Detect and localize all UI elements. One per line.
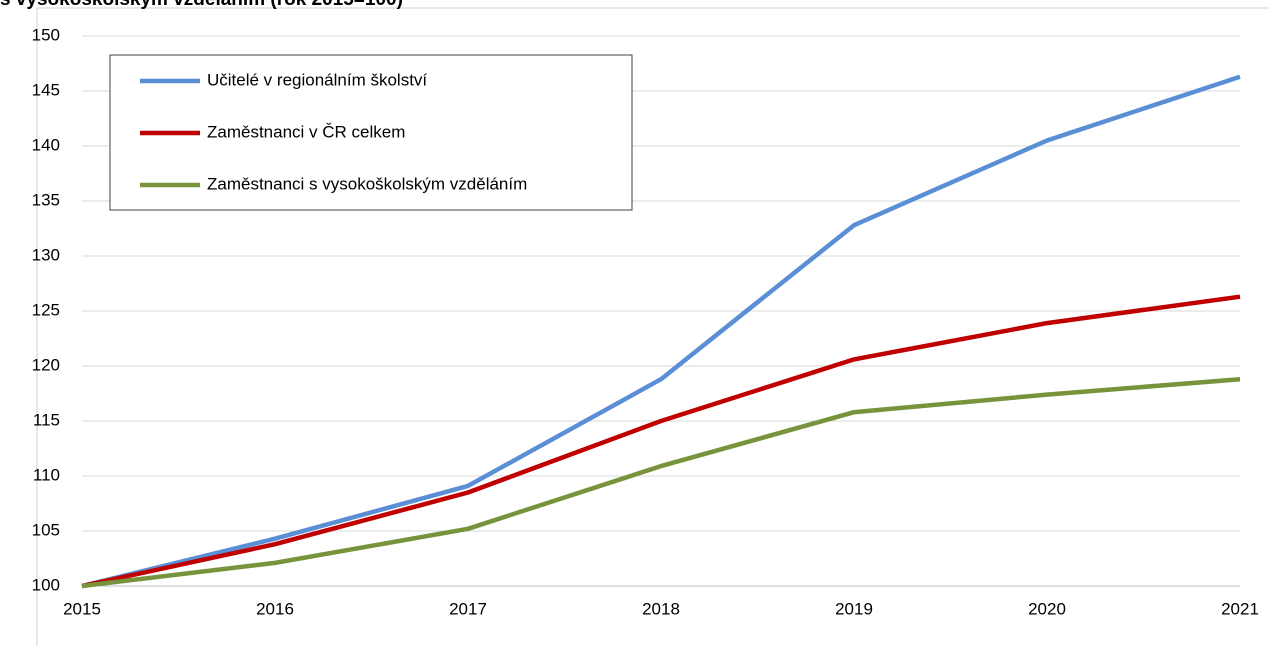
y-tick-label: 130 — [32, 245, 60, 264]
x-tick-label: 2018 — [642, 599, 680, 618]
y-tick-label: 150 — [32, 25, 60, 44]
x-tick-label: 2019 — [835, 599, 873, 618]
x-tick-label: 2017 — [449, 599, 487, 618]
y-tick-label: 145 — [32, 80, 60, 99]
series-line — [81, 74, 1241, 589]
y-tick-label: 100 — [32, 575, 60, 594]
legend-label: Zaměstnanci v ČR celkem — [207, 122, 405, 141]
x-tick-label: 2021 — [1221, 599, 1259, 618]
x-tick-label: 2015 — [63, 599, 101, 618]
chart-frame — [36, 7, 1269, 646]
x-tick-label: 2016 — [256, 599, 294, 618]
legend-label: Učitelé v regionálním školství — [207, 70, 427, 89]
y-tick-label: 120 — [32, 355, 60, 374]
series-line — [81, 294, 1241, 589]
x-tick-label: 2020 — [1028, 599, 1066, 618]
y-tick-label: 135 — [32, 190, 60, 209]
legend-label: Zaměstnanci s vysokoškolským vzděláním — [207, 174, 527, 193]
y-tick-label: 105 — [32, 520, 60, 539]
y-tick-label: 115 — [33, 410, 60, 429]
chart-title: s vysokoškolským vzděláním (rok 2015=100… — [0, 0, 403, 10]
y-tick-label: 140 — [32, 135, 60, 154]
y-tick-label: 110 — [33, 465, 60, 484]
series-line — [81, 376, 1241, 589]
y-tick-label: 125 — [32, 300, 60, 319]
